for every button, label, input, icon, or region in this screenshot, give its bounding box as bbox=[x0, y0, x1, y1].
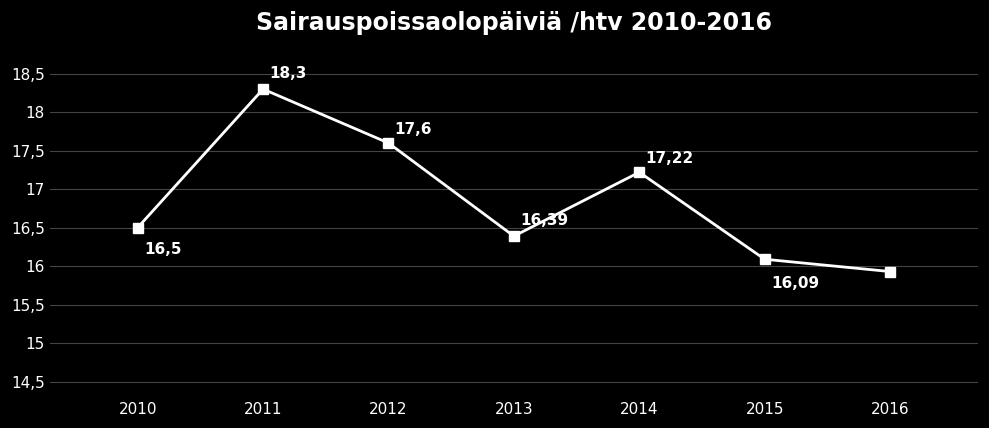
Text: 18,3: 18,3 bbox=[269, 66, 307, 81]
Text: 16,09: 16,09 bbox=[771, 276, 819, 291]
Text: 16,5: 16,5 bbox=[144, 241, 181, 256]
Title: Sairauspoissaolopäiviä /htv 2010-2016: Sairauspoissaolopäiviä /htv 2010-2016 bbox=[256, 11, 771, 35]
Text: 17,6: 17,6 bbox=[395, 122, 432, 137]
Text: 16,39: 16,39 bbox=[520, 214, 569, 229]
Text: 17,22: 17,22 bbox=[646, 151, 694, 166]
